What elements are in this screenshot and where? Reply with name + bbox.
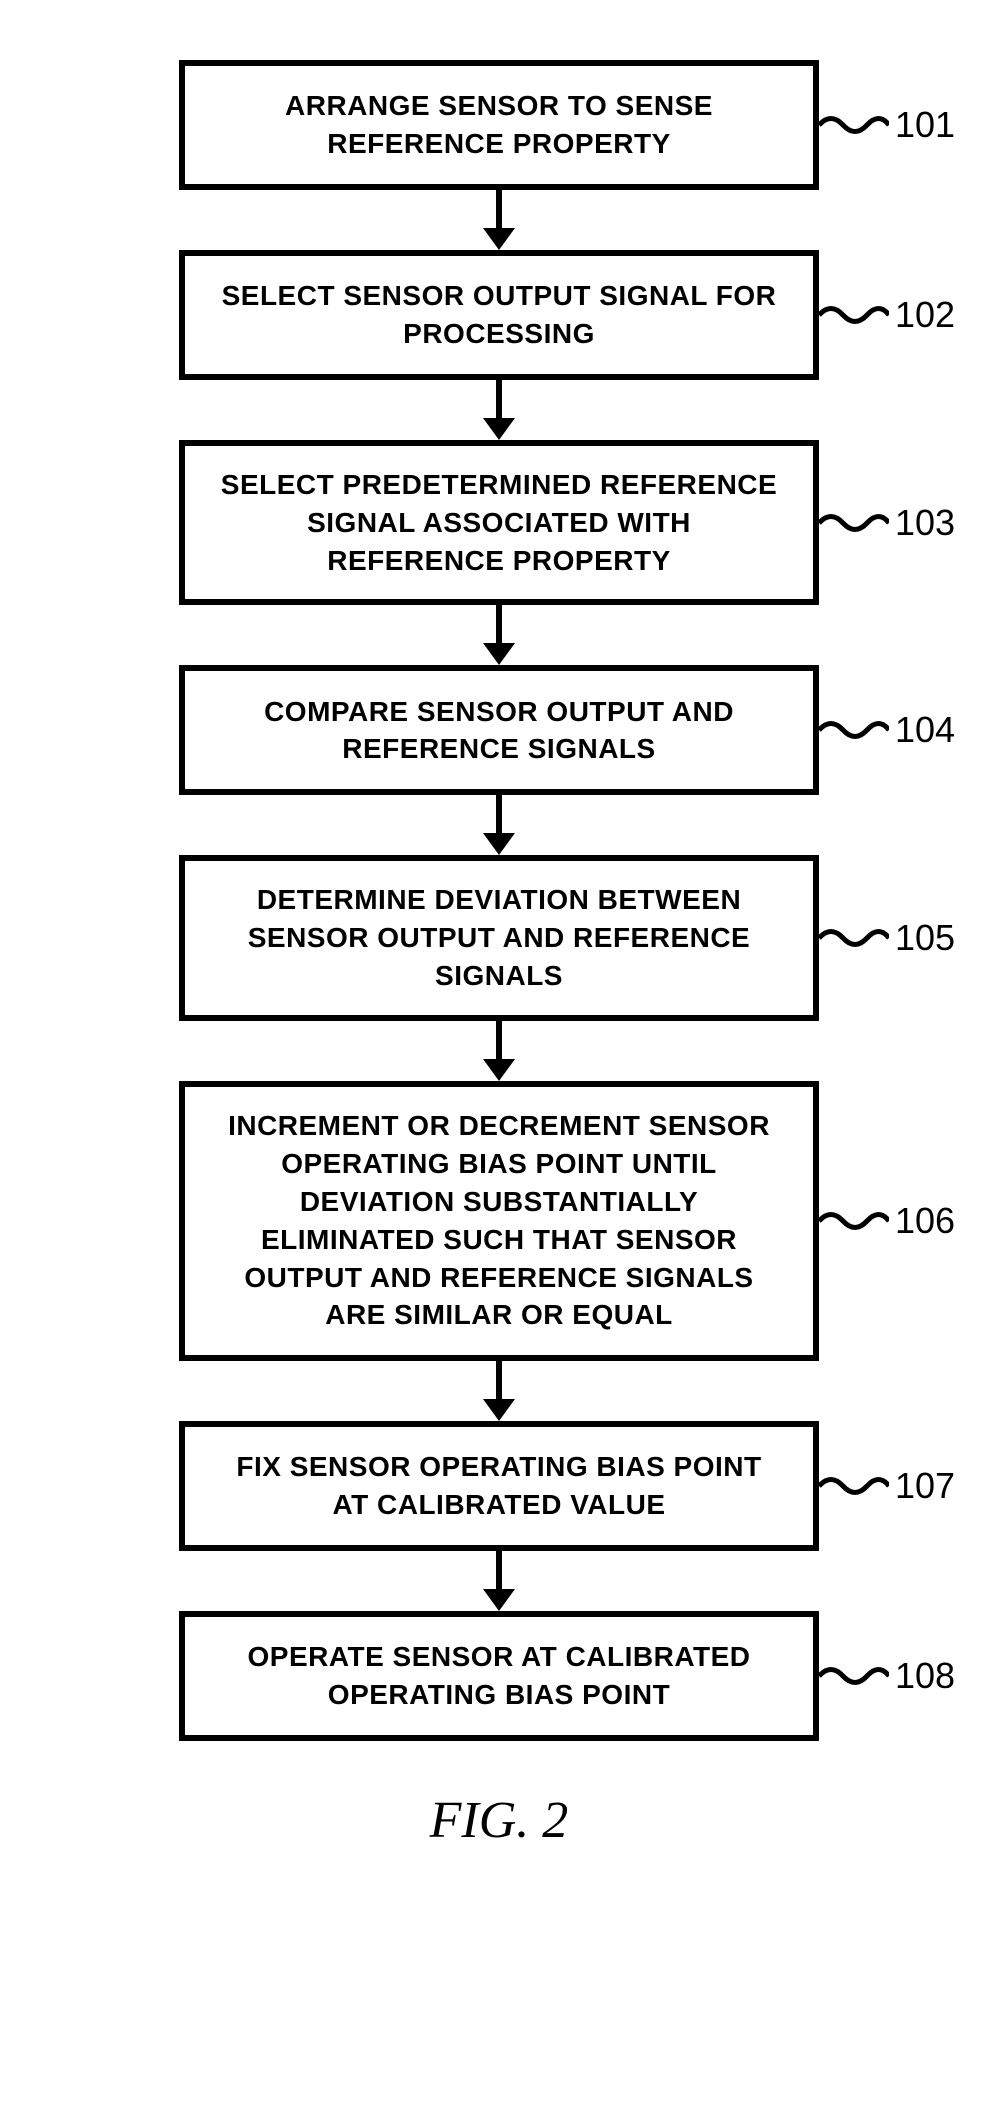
connector-arrow xyxy=(483,795,515,855)
flowchart-container: ARRANGE SENSOR TO SENSE REFERENCE PROPER… xyxy=(40,60,958,1850)
ref-connector-102: 102 xyxy=(819,294,955,336)
arrow-head-icon xyxy=(483,418,515,440)
step-box-106: INCREMENT OR DECREMENT SENSOR OPERATING … xyxy=(179,1081,819,1361)
arrow-head-icon xyxy=(483,228,515,250)
step-box-101: ARRANGE SENSOR TO SENSE REFERENCE PROPER… xyxy=(179,60,819,190)
arrow-head-icon xyxy=(483,1399,515,1421)
step-text: FIX SENSOR OPERATING BIAS POINT AT CALIB… xyxy=(215,1448,783,1524)
ref-connector-108: 108 xyxy=(819,1655,955,1697)
step-text: SELECT SENSOR OUTPUT SIGNAL FOR PROCESSI… xyxy=(215,277,783,353)
figure-caption: FIG. 2 xyxy=(430,1791,569,1850)
squiggle-icon xyxy=(819,1661,889,1691)
ref-label: 108 xyxy=(895,1655,955,1697)
step-row-104: COMPARE SENSOR OUTPUT AND REFERENCE SIGN… xyxy=(40,665,958,795)
step-box-102: SELECT SENSOR OUTPUT SIGNAL FOR PROCESSI… xyxy=(179,250,819,380)
connector-arrow xyxy=(483,1021,515,1081)
connector-arrow xyxy=(483,1551,515,1611)
step-row-102: SELECT SENSOR OUTPUT SIGNAL FOR PROCESSI… xyxy=(40,250,958,380)
step-row-103: SELECT PREDETERMINED REFERENCE SIGNAL AS… xyxy=(40,440,958,605)
arrow-line xyxy=(496,380,502,418)
step-box-107: FIX SENSOR OPERATING BIAS POINT AT CALIB… xyxy=(179,1421,819,1551)
connector-arrow xyxy=(483,605,515,665)
ref-connector-103: 103 xyxy=(819,502,955,544)
step-row-107: FIX SENSOR OPERATING BIAS POINT AT CALIB… xyxy=(40,1421,958,1551)
arrow-line xyxy=(496,190,502,228)
squiggle-icon xyxy=(819,1471,889,1501)
squiggle-icon xyxy=(819,508,889,538)
connector-arrow xyxy=(483,380,515,440)
arrow-line xyxy=(496,1021,502,1059)
step-text: INCREMENT OR DECREMENT SENSOR OPERATING … xyxy=(215,1107,783,1334)
ref-connector-101: 101 xyxy=(819,104,955,146)
step-box-104: COMPARE SENSOR OUTPUT AND REFERENCE SIGN… xyxy=(179,665,819,795)
step-row-101: ARRANGE SENSOR TO SENSE REFERENCE PROPER… xyxy=(40,60,958,190)
arrow-line xyxy=(496,605,502,643)
ref-label: 103 xyxy=(895,502,955,544)
step-box-108: OPERATE SENSOR AT CALIBRATED OPERATING B… xyxy=(179,1611,819,1741)
connector-arrow xyxy=(483,190,515,250)
step-text: COMPARE SENSOR OUTPUT AND REFERENCE SIGN… xyxy=(215,693,783,769)
squiggle-icon xyxy=(819,715,889,745)
step-text: ARRANGE SENSOR TO SENSE REFERENCE PROPER… xyxy=(215,87,783,163)
step-box-105: DETERMINE DEVIATION BETWEEN SENSOR OUTPU… xyxy=(179,855,819,1020)
squiggle-icon xyxy=(819,1206,889,1236)
squiggle-icon xyxy=(819,300,889,330)
squiggle-icon xyxy=(819,110,889,140)
step-row-105: DETERMINE DEVIATION BETWEEN SENSOR OUTPU… xyxy=(40,855,958,1020)
arrow-head-icon xyxy=(483,833,515,855)
connector-arrow xyxy=(483,1361,515,1421)
ref-label: 104 xyxy=(895,709,955,751)
arrow-line xyxy=(496,1551,502,1589)
ref-connector-106: 106 xyxy=(819,1200,955,1242)
ref-label: 105 xyxy=(895,917,955,959)
arrow-head-icon xyxy=(483,1589,515,1611)
arrow-head-icon xyxy=(483,1059,515,1081)
ref-connector-105: 105 xyxy=(819,917,955,959)
step-text: OPERATE SENSOR AT CALIBRATED OPERATING B… xyxy=(215,1638,783,1714)
ref-label: 106 xyxy=(895,1200,955,1242)
ref-label: 107 xyxy=(895,1465,955,1507)
arrow-head-icon xyxy=(483,643,515,665)
step-text: DETERMINE DEVIATION BETWEEN SENSOR OUTPU… xyxy=(215,881,783,994)
step-row-106: INCREMENT OR DECREMENT SENSOR OPERATING … xyxy=(40,1081,958,1361)
arrow-line xyxy=(496,1361,502,1399)
step-box-103: SELECT PREDETERMINED REFERENCE SIGNAL AS… xyxy=(179,440,819,605)
step-row-108: OPERATE SENSOR AT CALIBRATED OPERATING B… xyxy=(40,1611,958,1741)
step-text: SELECT PREDETERMINED REFERENCE SIGNAL AS… xyxy=(215,466,783,579)
ref-label: 101 xyxy=(895,104,955,146)
squiggle-icon xyxy=(819,923,889,953)
ref-label: 102 xyxy=(895,294,955,336)
arrow-line xyxy=(496,795,502,833)
ref-connector-107: 107 xyxy=(819,1465,955,1507)
ref-connector-104: 104 xyxy=(819,709,955,751)
